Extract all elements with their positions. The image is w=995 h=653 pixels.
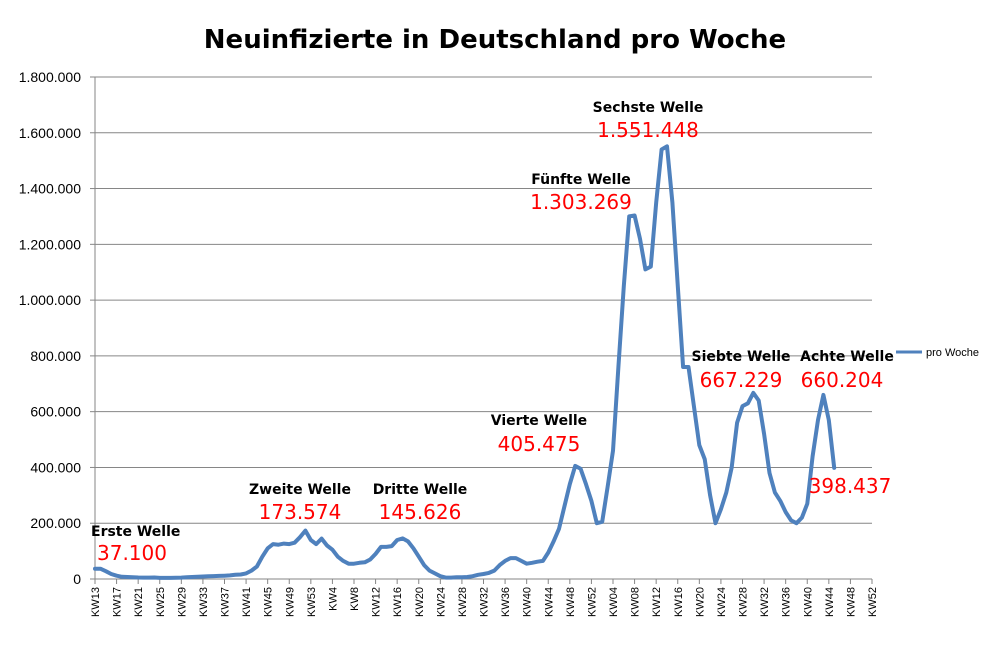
wave-label: Zweite Welle: [249, 482, 351, 498]
wave-value: 1.551.448: [597, 118, 699, 142]
x-tick-label: KW36: [781, 587, 793, 617]
x-tick-label: KW41: [241, 587, 253, 617]
y-tick-label: 800.000: [30, 348, 81, 364]
wave-value: 37.100: [97, 541, 167, 565]
wave-label: Erste Welle: [91, 524, 180, 540]
series-group: [93, 144, 837, 580]
x-tick-label: KW20: [694, 587, 706, 617]
x-tick-label: KW48: [845, 587, 857, 617]
wave-value: 173.574: [259, 500, 342, 524]
y-tick-label: 200.000: [30, 515, 81, 531]
y-tick-label: 1.400.000: [19, 181, 81, 197]
x-tick-label: KW13: [90, 587, 102, 617]
x-tick-label: KW20: [414, 587, 426, 617]
wave-label: Siebte Welle: [692, 349, 791, 365]
y-tick-label: 0: [73, 571, 81, 587]
x-tick-label: KW28: [457, 587, 469, 617]
x-tick-label: KW52: [586, 587, 598, 617]
x-tick-label: KW21: [133, 587, 145, 617]
x-tick-label: KW17: [112, 587, 124, 617]
x-tick-label: KW24: [435, 587, 447, 617]
series-line: [93, 144, 837, 580]
x-tick-label: KW33: [198, 587, 210, 617]
x-tick-label: KW32: [479, 587, 491, 617]
x-tick-label: KW53: [306, 587, 318, 617]
wave-label: Vierte Welle: [491, 413, 587, 429]
y-tick-label: 400.000: [30, 459, 81, 475]
y-tick-label: 1.800.000: [19, 69, 81, 85]
x-tick-label: KW16: [673, 587, 685, 617]
x-tick-label: KW48: [565, 587, 577, 617]
wave-value: 660.204: [801, 368, 884, 392]
wave-label: Achte Welle: [800, 349, 894, 365]
wave-value: 1.303.269: [530, 190, 632, 214]
wave-value: 405.475: [498, 432, 581, 456]
x-tick-label: KW40: [522, 587, 534, 617]
x-tick-label: KW40: [802, 587, 814, 617]
y-tick-label: 1.200.000: [19, 236, 81, 252]
x-axis-ticks: KW13 KW17 KW21 KW25 KW29 KW33 KW37 KW41 KW45 KW49…: [90, 579, 879, 617]
grid: [95, 76, 872, 580]
wave-label: Sechste Welle: [593, 100, 704, 116]
x-tick-label: KW44: [543, 587, 555, 617]
x-tick-label: KW12: [651, 587, 663, 617]
x-tick-label: KW16: [392, 587, 404, 617]
x-tick-label: KW36: [500, 587, 512, 617]
y-tick-label: 1.000.000: [19, 292, 81, 308]
wave-label: Fünfte Welle: [531, 172, 630, 188]
legend: pro Woche: [896, 347, 979, 359]
x-tick-label: KW08: [630, 587, 642, 617]
x-tick-label: KW04: [608, 587, 620, 617]
x-tick-label: KW24: [716, 587, 728, 617]
y-axis-ticks: 0 200.000 400.000 600.000 800.000 1.000.000 1.…: [19, 69, 95, 587]
x-tick-label: KW28: [738, 587, 750, 617]
x-tick-label: KW4: [327, 587, 339, 611]
wave-value: 398.437: [809, 474, 892, 498]
chart-title: Neuinfizierte in Deutschland pro Woche: [204, 25, 786, 55]
x-tick-label: KW44: [824, 587, 836, 617]
x-tick-label: KW49: [284, 587, 296, 617]
x-tick-label: KW12: [371, 587, 383, 617]
x-tick-label: KW29: [176, 587, 188, 617]
wave-value: 145.626: [379, 500, 462, 524]
wave-value: 667.229: [700, 368, 783, 392]
y-tick-label: 600.000: [30, 404, 81, 420]
y-tick-label: 1.600.000: [19, 125, 81, 141]
x-tick-label: KW37: [220, 587, 232, 617]
x-tick-label: KW25: [155, 587, 167, 617]
axes: [94, 77, 872, 580]
wave-label: Dritte Welle: [373, 482, 468, 498]
legend-label: pro Woche: [926, 347, 979, 359]
x-tick-label: KW8: [349, 587, 361, 611]
x-tick-label: KW32: [759, 587, 771, 617]
x-tick-label: KW45: [263, 587, 275, 617]
x-tick-label: KW52: [867, 587, 879, 617]
